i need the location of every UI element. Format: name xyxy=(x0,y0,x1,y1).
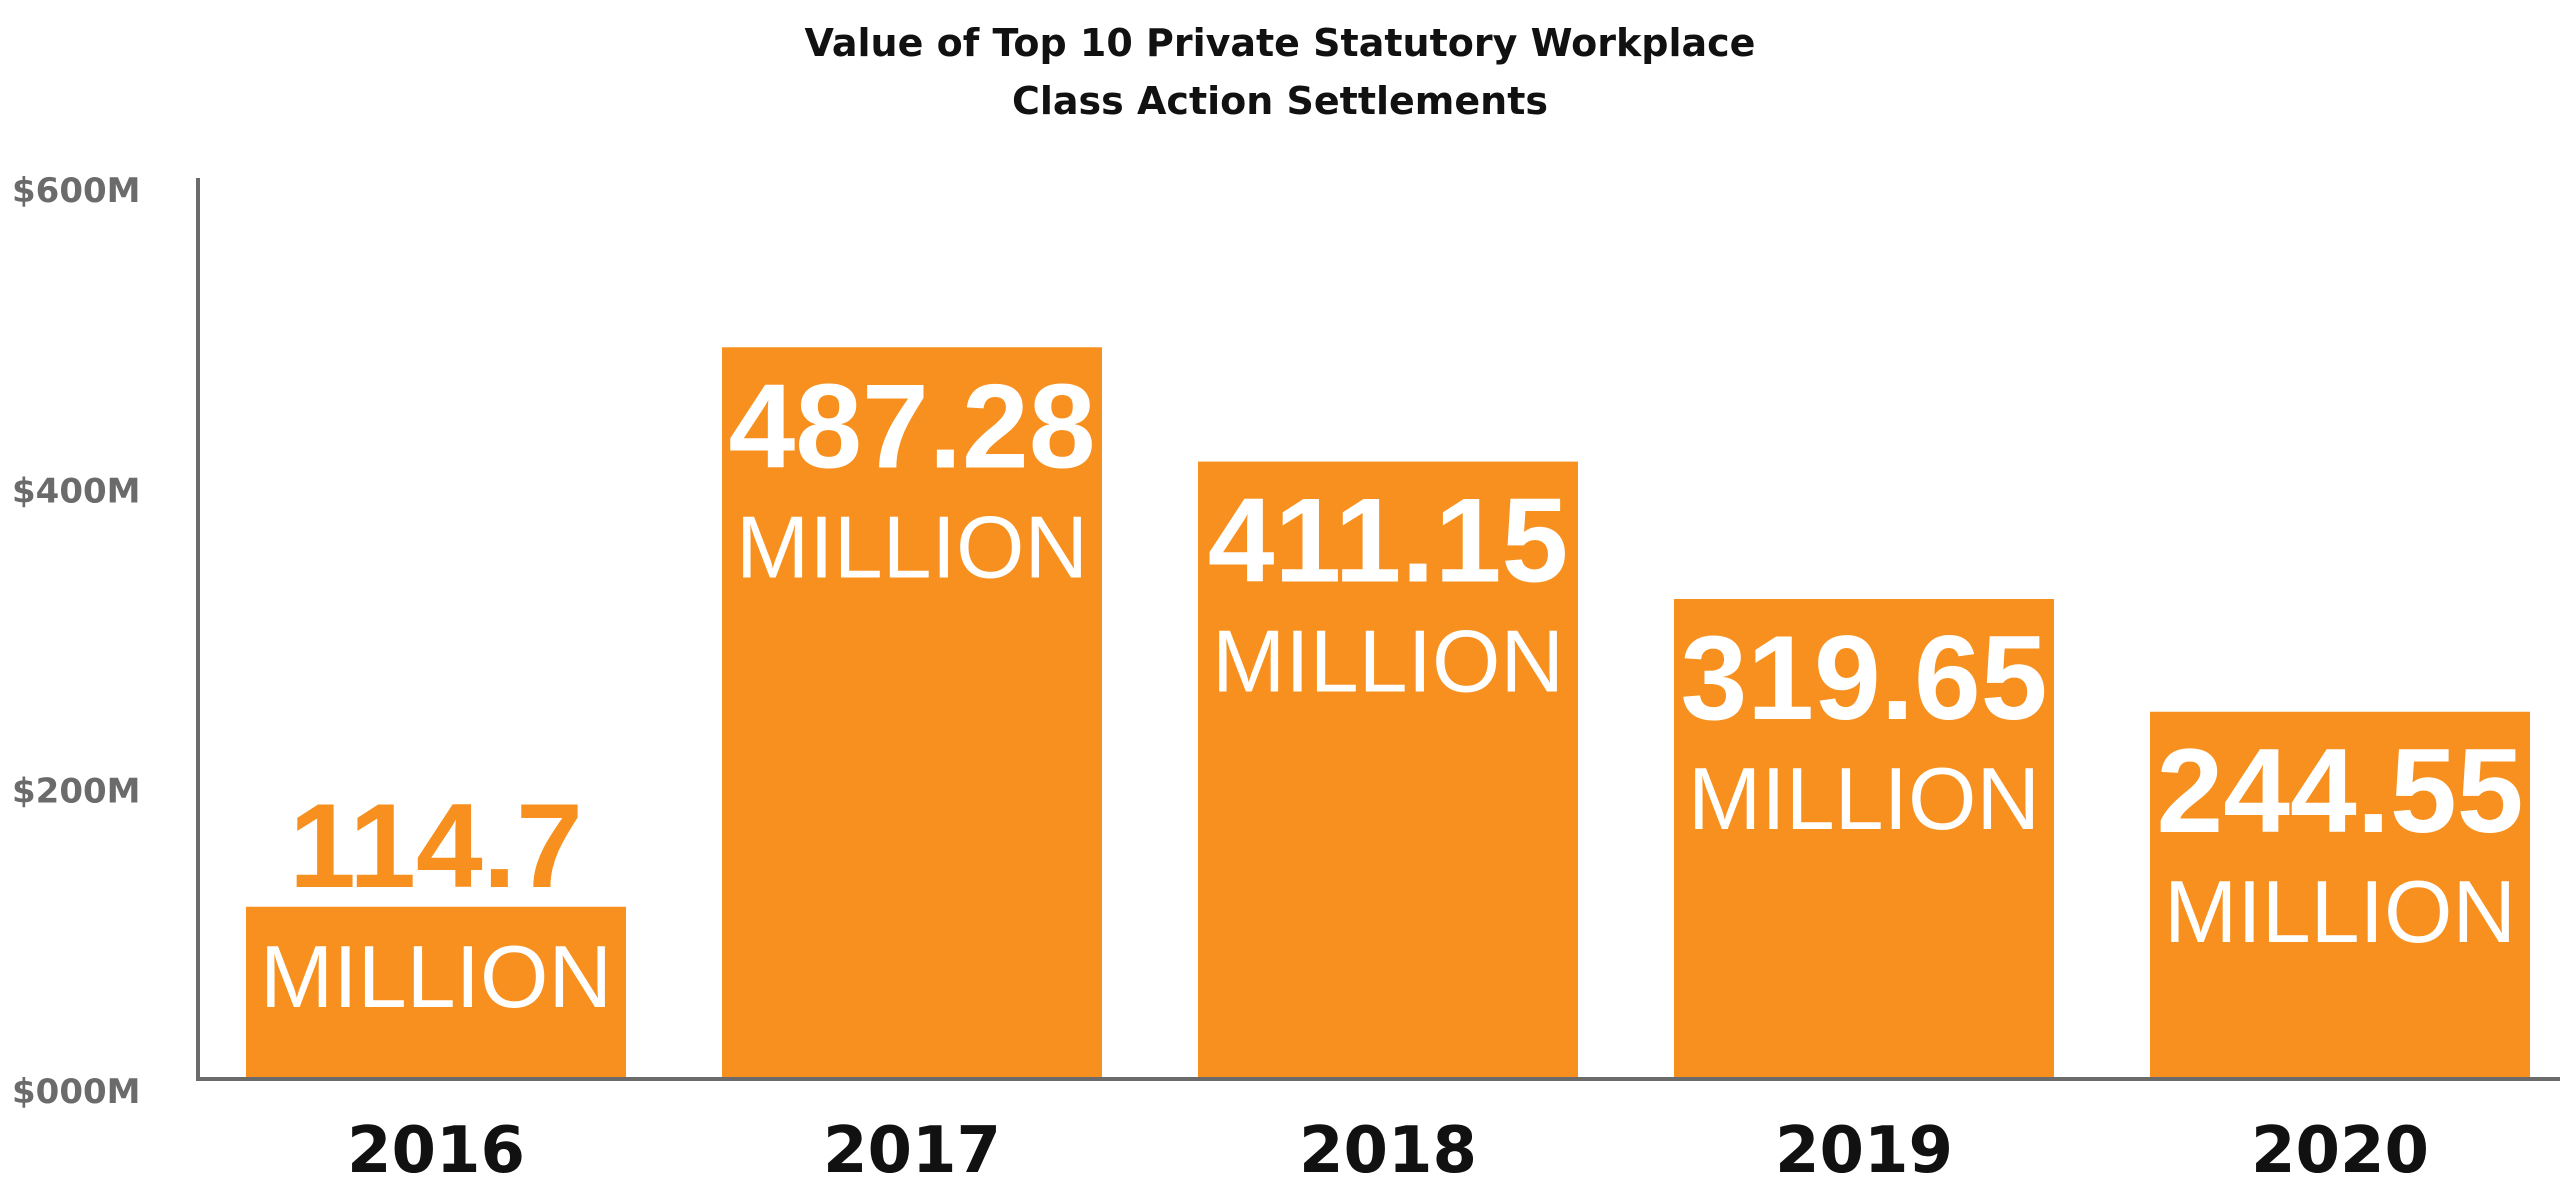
x-tick-label-2017: 2017 xyxy=(823,1114,1001,1188)
x-tick-label-2016: 2016 xyxy=(347,1114,525,1188)
bar-unit-label-2020: MILLION xyxy=(2164,862,2516,961)
bar-2020 xyxy=(2150,711,2530,1079)
y-tick-label-200: $200M xyxy=(12,772,140,812)
bar-value-label-2017: 487.28 xyxy=(728,359,1095,493)
bar-2019 xyxy=(1674,598,2054,1079)
y-tick-label-400: $400M xyxy=(12,471,140,511)
bar-value-label-2018: 411.15 xyxy=(1208,474,1568,608)
x-tick-label-2018: 2018 xyxy=(1299,1114,1477,1188)
y-tick-label-0: $000M xyxy=(12,1072,140,1112)
bar-unit-label-2017: MILLION xyxy=(736,497,1088,596)
bar-2018 xyxy=(1198,461,1578,1080)
bar-unit-label-2016: MILLION xyxy=(260,927,612,1026)
bar-unit-label-2018: MILLION xyxy=(1212,612,1564,711)
bar-value-label-2019: 319.65 xyxy=(1680,611,2047,745)
bar-value-label-2016: 114.7 xyxy=(289,779,583,913)
x-tick-label-2019: 2019 xyxy=(1775,1114,1953,1188)
x-tick-label-2020: 2020 xyxy=(2251,1114,2429,1188)
chart-subtitle: Class Action Settlements xyxy=(1012,79,1548,123)
bar-2017 xyxy=(722,347,1102,1080)
bar-value-label-2020: 244.55 xyxy=(2156,724,2523,858)
axis-layer: 2016 2017 2018 2019 2020 $000M $200M $400M $600M xyxy=(12,171,2560,1188)
bar-unit-label-2019: MILLION xyxy=(1688,749,2040,848)
bar-2016 xyxy=(246,906,626,1079)
chart-title: Value of Top 10 Private Statutory Workpl… xyxy=(805,21,1756,65)
y-tick-label-600: $600M xyxy=(12,171,140,211)
